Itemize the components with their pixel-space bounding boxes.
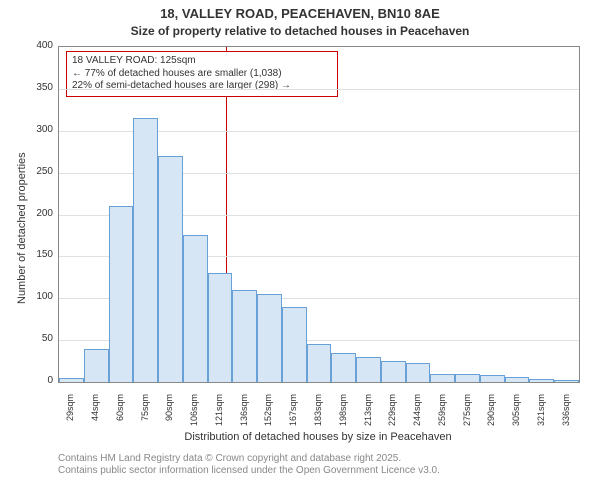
histogram-bar — [455, 374, 480, 382]
histogram-bar — [232, 290, 257, 382]
y-tick-label: 200 — [23, 208, 53, 219]
y-gridline — [59, 89, 579, 90]
x-tick-label: 183sqm — [313, 394, 323, 434]
histogram-bar — [356, 357, 381, 382]
histogram-bar — [109, 206, 134, 382]
y-tick-label: 250 — [23, 166, 53, 177]
x-tick-label: 305sqm — [511, 394, 521, 434]
histogram-bar — [208, 273, 233, 382]
x-tick-label: 244sqm — [412, 394, 422, 434]
x-tick-label: 90sqm — [164, 394, 174, 434]
histogram-bar — [59, 378, 84, 382]
histogram-bar — [257, 294, 282, 382]
y-tick-label: 350 — [23, 82, 53, 93]
histogram-bar — [505, 377, 530, 382]
x-tick-label: 60sqm — [115, 394, 125, 434]
credits-line1: Contains HM Land Registry data © Crown c… — [58, 453, 440, 465]
chart-container: 18, VALLEY ROAD, PEACEHAVEN, BN10 8AE Si… — [0, 0, 600, 500]
x-tick-label: 321sqm — [536, 394, 546, 434]
x-tick-label: 167sqm — [288, 394, 298, 434]
histogram-bar — [381, 361, 406, 382]
x-tick-label: 213sqm — [363, 394, 373, 434]
x-tick-label: 290sqm — [486, 394, 496, 434]
histogram-bar — [430, 374, 455, 382]
histogram-bar — [84, 349, 109, 383]
x-tick-label: 229sqm — [387, 394, 397, 434]
x-tick-label: 121sqm — [214, 394, 224, 434]
y-tick-label: 100 — [23, 291, 53, 302]
plot-area: 18 VALLEY ROAD: 125sqm ← 77% of detached… — [58, 46, 580, 383]
histogram-bar — [406, 363, 431, 382]
x-tick-label: 259sqm — [437, 394, 447, 434]
histogram-bar — [183, 235, 208, 382]
credits-block: Contains HM Land Registry data © Crown c… — [58, 453, 440, 477]
histogram-bar — [282, 307, 307, 382]
annotation-line1: 18 VALLEY ROAD: 125sqm — [72, 55, 332, 68]
credits-line2: Contains public sector information licen… — [58, 465, 440, 477]
x-tick-label: 275sqm — [462, 394, 472, 434]
x-tick-label: 136sqm — [239, 394, 249, 434]
y-tick-label: 400 — [23, 40, 53, 51]
x-tick-label: 106sqm — [189, 394, 199, 434]
annotation-line3: 22% of semi-detached houses are larger (… — [72, 80, 332, 93]
histogram-bar — [307, 344, 332, 382]
y-tick-label: 0 — [23, 375, 53, 386]
y-tick-label: 50 — [23, 333, 53, 344]
x-tick-label: 336sqm — [561, 394, 571, 434]
histogram-bar — [158, 156, 183, 382]
chart-title-line1: 18, VALLEY ROAD, PEACEHAVEN, BN10 8AE — [0, 6, 600, 21]
histogram-bar — [331, 353, 356, 382]
histogram-bar — [480, 375, 505, 382]
y-tick-label: 150 — [23, 249, 53, 260]
histogram-bar — [529, 379, 554, 382]
annotation-line2: ← 77% of detached houses are smaller (1,… — [72, 68, 332, 81]
x-tick-label: 29sqm — [65, 394, 75, 434]
x-tick-label: 44sqm — [90, 394, 100, 434]
y-tick-label: 300 — [23, 124, 53, 135]
x-tick-label: 152sqm — [263, 394, 273, 434]
x-tick-label: 75sqm — [140, 394, 150, 434]
histogram-bar — [133, 118, 158, 382]
x-tick-label: 198sqm — [338, 394, 348, 434]
histogram-bar — [554, 380, 579, 383]
chart-title-line2: Size of property relative to detached ho… — [0, 24, 600, 38]
